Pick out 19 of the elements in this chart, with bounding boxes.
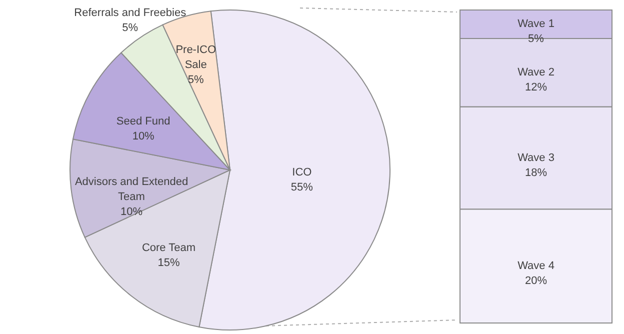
series-label: Wave 1 (518, 18, 554, 30)
slice-label: Pre-ICO Sale (176, 44, 216, 71)
data-label: 5% (122, 22, 138, 34)
data-label: 55% (290, 182, 314, 194)
data-label: 12% (524, 82, 548, 94)
data-label: 10% (120, 206, 143, 218)
series-label: Wave 4 (518, 260, 554, 272)
data-label: 10% (132, 130, 155, 143)
series-label: Wave 3 (518, 152, 554, 164)
data-label: 20% (524, 275, 548, 288)
data-label: 18% (524, 166, 548, 179)
slice-label: ICO (292, 166, 312, 179)
slice-label: Core Team (142, 242, 196, 254)
series-label: Wave 2 (518, 66, 554, 79)
slice-label: Advisors and Extended Team (74, 176, 188, 203)
slice-label: Seed Fund (116, 116, 170, 128)
data-label: 5% (188, 74, 204, 86)
slice-label: Referrals and Freebies (74, 7, 187, 20)
data-label: 15% (158, 257, 180, 270)
